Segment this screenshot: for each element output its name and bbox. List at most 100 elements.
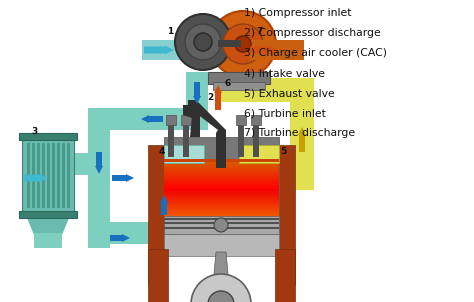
Text: 3: 3 bbox=[32, 127, 38, 137]
Polygon shape bbox=[183, 105, 200, 137]
FancyArrow shape bbox=[110, 234, 130, 242]
Bar bbox=[164, 137, 279, 162]
Circle shape bbox=[208, 291, 234, 302]
Bar bbox=[164, 184, 279, 185]
Bar bbox=[164, 197, 279, 198]
Bar bbox=[183, 123, 189, 157]
Bar bbox=[52, 143, 55, 208]
Bar bbox=[164, 199, 279, 201]
Bar bbox=[164, 207, 279, 208]
Bar bbox=[164, 183, 279, 185]
Bar bbox=[290, 78, 314, 190]
Bar bbox=[251, 115, 261, 125]
Bar bbox=[164, 205, 279, 207]
Text: 7: 7 bbox=[257, 27, 263, 37]
Bar bbox=[164, 214, 279, 216]
Bar bbox=[88, 222, 176, 244]
Bar bbox=[164, 234, 279, 256]
Bar bbox=[164, 182, 279, 184]
Bar bbox=[164, 227, 279, 229]
Circle shape bbox=[210, 11, 276, 77]
Bar bbox=[164, 190, 279, 191]
FancyArrow shape bbox=[144, 46, 174, 54]
Bar bbox=[88, 108, 208, 130]
Bar bbox=[164, 216, 279, 234]
Bar bbox=[164, 172, 279, 174]
Circle shape bbox=[235, 36, 251, 52]
Bar bbox=[164, 186, 279, 188]
Bar bbox=[27, 143, 30, 208]
Bar bbox=[164, 191, 279, 192]
Bar bbox=[57, 143, 60, 208]
Bar bbox=[164, 211, 279, 213]
Bar bbox=[164, 212, 279, 214]
Bar bbox=[164, 202, 279, 204]
Bar bbox=[74, 153, 104, 175]
Bar bbox=[164, 196, 279, 198]
Text: 5: 5 bbox=[280, 147, 286, 156]
Bar bbox=[164, 189, 279, 191]
Bar bbox=[164, 206, 279, 207]
Bar bbox=[249, 40, 304, 60]
FancyArrow shape bbox=[214, 85, 222, 110]
Bar bbox=[37, 143, 40, 208]
Bar bbox=[208, 72, 270, 84]
Bar bbox=[275, 249, 295, 302]
Bar bbox=[164, 173, 279, 175]
Text: 4: 4 bbox=[159, 147, 165, 156]
Text: 4) Intake valve: 4) Intake valve bbox=[244, 68, 325, 78]
Text: 3) Charge air cooler (CAC): 3) Charge air cooler (CAC) bbox=[244, 48, 387, 58]
Polygon shape bbox=[88, 222, 110, 248]
Bar bbox=[67, 143, 70, 208]
Bar bbox=[164, 198, 279, 200]
Bar bbox=[181, 115, 191, 125]
Bar bbox=[164, 201, 279, 203]
Bar bbox=[164, 162, 279, 163]
Bar bbox=[88, 128, 110, 226]
Bar bbox=[164, 195, 279, 197]
Bar bbox=[218, 78, 314, 102]
Bar bbox=[164, 176, 279, 178]
Bar bbox=[239, 145, 279, 163]
Bar bbox=[164, 185, 279, 187]
Bar bbox=[164, 200, 279, 201]
Bar bbox=[164, 213, 279, 214]
Bar bbox=[164, 178, 279, 179]
Bar bbox=[166, 115, 176, 125]
Text: 6) Turbine inlet: 6) Turbine inlet bbox=[244, 108, 326, 118]
Bar bbox=[218, 40, 241, 47]
Bar bbox=[164, 187, 279, 188]
Bar bbox=[164, 159, 279, 162]
Bar bbox=[164, 174, 279, 175]
Bar bbox=[236, 115, 246, 125]
Polygon shape bbox=[188, 100, 226, 140]
Bar bbox=[164, 215, 279, 217]
Bar bbox=[19, 133, 77, 140]
Bar bbox=[88, 108, 110, 130]
Bar bbox=[164, 179, 279, 181]
Bar bbox=[164, 166, 279, 168]
Text: 7) Turbine discharge: 7) Turbine discharge bbox=[244, 128, 355, 138]
Bar bbox=[164, 181, 279, 182]
Text: 2) Compressor discharge: 2) Compressor discharge bbox=[244, 28, 381, 38]
Bar bbox=[164, 145, 204, 163]
Text: 1) Compressor inlet: 1) Compressor inlet bbox=[244, 8, 352, 18]
Bar bbox=[19, 211, 77, 218]
Circle shape bbox=[175, 14, 231, 70]
Bar bbox=[47, 143, 50, 208]
Polygon shape bbox=[211, 252, 231, 302]
Bar bbox=[153, 198, 175, 224]
Text: 2: 2 bbox=[207, 94, 213, 102]
Text: 6: 6 bbox=[225, 79, 231, 88]
Bar bbox=[164, 193, 279, 194]
FancyArrow shape bbox=[24, 174, 48, 182]
Bar bbox=[164, 168, 279, 169]
Bar bbox=[213, 82, 265, 90]
Bar bbox=[34, 233, 62, 248]
Bar bbox=[148, 249, 168, 302]
Bar bbox=[148, 145, 164, 285]
Bar bbox=[253, 123, 259, 157]
Bar bbox=[164, 167, 279, 169]
Bar bbox=[42, 143, 45, 208]
Bar bbox=[164, 170, 279, 172]
